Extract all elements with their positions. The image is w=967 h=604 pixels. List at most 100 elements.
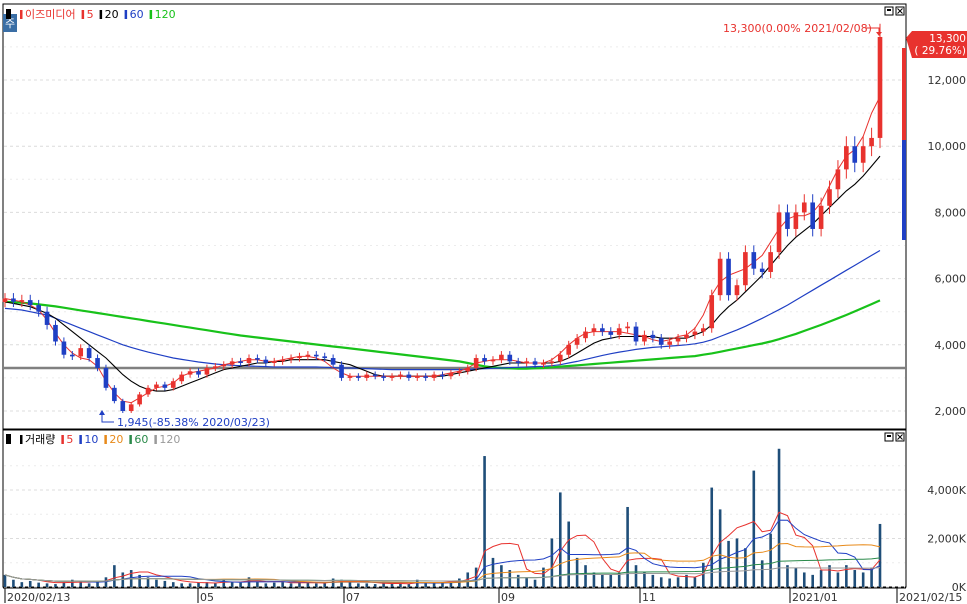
volume-bar — [853, 570, 857, 587]
candle-body — [473, 358, 479, 368]
candle-body — [515, 361, 521, 364]
candle-body — [137, 394, 142, 405]
volume-bar — [264, 583, 268, 587]
period-badge-label: 주 — [5, 17, 15, 30]
volume-bar — [357, 583, 360, 587]
volume-bar — [3, 574, 7, 587]
volume-bar — [272, 582, 276, 587]
candle-body — [11, 298, 16, 302]
candle-body — [61, 341, 67, 355]
price-legend[interactable]: 이즈미디어 5 20 60 120 — [6, 8, 176, 21]
volume-bar — [702, 562, 705, 587]
candle-body — [36, 305, 41, 312]
volume-bar — [735, 538, 739, 587]
legend-color-tick — [129, 435, 132, 444]
volume-bar — [424, 583, 427, 587]
candle-body — [170, 381, 176, 388]
candle-body — [743, 252, 748, 286]
x-axis-label: 09 — [501, 591, 515, 604]
candle-body — [280, 359, 285, 362]
candle-body — [675, 338, 681, 342]
volume-plot-frame — [2, 429, 907, 588]
legend-item: 20 — [105, 8, 119, 21]
candle-body — [566, 344, 572, 355]
candle-body — [44, 311, 50, 325]
volume-bar — [407, 584, 411, 587]
candle-body — [877, 36, 883, 138]
candle-body — [793, 212, 799, 229]
candle-body — [667, 341, 672, 345]
last-price-value: 13,300 — [929, 33, 966, 45]
volume-bar — [819, 570, 823, 587]
candle-body — [69, 354, 75, 357]
candle-body — [187, 371, 193, 375]
volume-bar — [298, 582, 301, 587]
volume-bar — [373, 584, 377, 587]
candle-body — [701, 328, 706, 332]
volume-bar — [592, 572, 596, 587]
ma120-line — [4, 299, 881, 370]
volume-average-lines — [4, 511, 881, 585]
volume-bar — [500, 565, 503, 587]
candle-body — [271, 361, 277, 364]
legend-item: 60 — [134, 433, 148, 446]
last-price-change: ( 29.76%) — [914, 45, 966, 57]
volume-y-axis: 0K 2,000K 4,000K — [927, 484, 966, 594]
volume-bar — [718, 509, 722, 587]
candle-body — [78, 348, 84, 357]
candle-body — [759, 268, 765, 272]
candle-body — [112, 387, 117, 402]
volume-bar — [845, 565, 848, 587]
volume-bar — [575, 557, 579, 587]
volume-bar — [382, 583, 385, 587]
candle-body — [785, 212, 790, 229]
volume-bar — [449, 580, 453, 587]
volume-bar — [45, 583, 49, 587]
volume-bar — [626, 506, 629, 587]
x-axis-label: 2021/01 — [792, 591, 838, 604]
volume-bar — [230, 582, 234, 587]
candle-body — [372, 374, 378, 377]
volume-bar — [685, 574, 688, 587]
candle-body — [95, 358, 100, 368]
candle-body — [406, 374, 412, 378]
candle-body — [263, 359, 269, 364]
x-axis-label: 11 — [642, 591, 656, 604]
close-icon-x — [897, 434, 903, 440]
candle-body — [322, 356, 328, 359]
legend-color-tick — [79, 435, 82, 444]
legend-marker-square — [6, 9, 11, 19]
volume-bar — [340, 579, 343, 587]
volume-bar — [138, 574, 141, 587]
legend-color-tick — [61, 435, 64, 444]
volume-bar — [693, 577, 697, 587]
candle-body — [751, 252, 757, 269]
candle-body — [414, 376, 420, 378]
low-annotation-arrow-icon — [99, 410, 105, 415]
volume-legend[interactable]: 거래량 5 10 20 60 120 — [6, 433, 180, 446]
candle-body — [776, 212, 782, 253]
legend-item: 5 — [87, 8, 94, 21]
candle-body — [255, 358, 260, 360]
price-tick-label: 2,000 — [935, 405, 967, 418]
candle-body — [810, 202, 816, 229]
volume-bar — [508, 570, 512, 587]
x-axis-label: 2021/02/15 — [899, 591, 962, 604]
volume-bar — [399, 583, 402, 587]
candle-body — [103, 367, 109, 388]
volume-bar — [769, 533, 772, 587]
candlesticks — [2, 23, 883, 413]
candle-body — [827, 189, 832, 206]
price-grid — [4, 46, 905, 412]
candle-body — [684, 334, 689, 339]
volume-bar — [71, 579, 74, 587]
candle-body — [330, 358, 336, 365]
price-range-bars — [902, 48, 906, 240]
volume-bar — [289, 583, 293, 587]
high-annotation: 13,300(0.00% 2021/02/08) — [723, 22, 882, 36]
legend-color-tick — [124, 10, 128, 19]
volume-tick-label: 2,000K — [927, 533, 966, 546]
candle-body — [364, 374, 370, 378]
volume-bar — [79, 580, 83, 587]
